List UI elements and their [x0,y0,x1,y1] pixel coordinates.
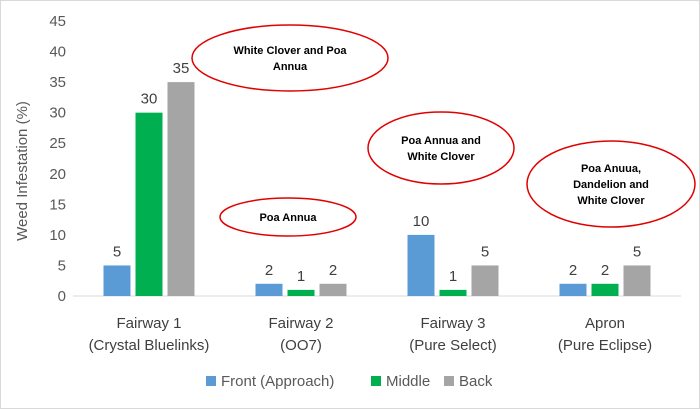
y-tick-label: 15 [49,196,66,213]
y-tick-label: 0 [58,288,66,305]
category-label: Fairway 1 [116,315,181,332]
data-label: 5 [633,243,641,260]
category-label: (OO7) [280,337,322,354]
annotation-text: White Clover [407,151,475,163]
legend-label: Back [459,373,493,390]
data-label: 2 [601,262,609,279]
bar [135,112,163,297]
bar [559,283,587,296]
data-label: 30 [141,91,158,108]
annotation-ellipse [191,24,389,92]
y-tick-label: 35 [49,74,66,91]
annotation-text: White Clover [577,195,645,207]
annotation-text: Annua [273,61,308,73]
bar [319,283,347,296]
y-axis-ticks: 0 5 10 15 20 25 30 35 40 45 [49,13,66,305]
data-label: 10 [413,213,430,230]
data-labels: 5 30 35 2 1 2 10 1 5 2 2 5 [113,60,641,285]
category-label: (Pure Eclipse) [558,337,652,354]
data-label: 35 [173,60,190,77]
y-tick-label: 5 [58,257,66,274]
annotation-text: Poa Annua [259,212,317,224]
annotation-ellipse [219,197,357,237]
bar [287,289,315,296]
bar [167,82,195,296]
data-label: 2 [265,262,273,279]
bar [471,265,499,296]
category-label: (Crystal Bluelinks) [89,337,210,354]
bar [255,283,283,296]
category-label: Fairway 3 [420,315,485,332]
y-tick-label: 30 [49,105,66,122]
y-tick-label: 10 [49,227,66,244]
category-label: Apron [585,315,625,332]
bar [103,265,131,296]
legend-swatch [371,376,381,386]
y-tick-label: 20 [49,166,66,183]
annotation-text: White Clover and Poa [233,45,347,57]
data-label: 5 [113,243,121,260]
bars [103,82,651,297]
bar [591,283,619,296]
annotation-ellipse [526,140,696,228]
annotation-text: Poa Anuua, [581,163,641,175]
annotation-text: Dandelion and [573,179,649,191]
legend-label: Middle [386,373,430,390]
y-tick-label: 45 [49,13,66,30]
category-label: (Pure Select) [409,337,497,354]
y-tick-label: 40 [49,44,66,61]
legend-swatch [206,376,216,386]
bar [439,289,467,296]
legend: Front (Approach) Middle Back [206,373,493,390]
legend-swatch [444,376,454,386]
category-label: Fairway 2 [268,315,333,332]
bar [623,265,651,296]
bar [407,234,435,296]
annotations: White Clover and Poa Annua Poa Annua Poa An… [191,24,696,237]
legend-label: Front (Approach) [221,373,334,390]
data-label: 5 [481,243,489,260]
y-axis-title: Weed Infestation (%) [14,101,31,241]
annotation-ellipse [367,111,515,185]
y-tick-label: 25 [49,135,66,152]
data-label: 2 [569,262,577,279]
category-labels: Fairway 1 (Crystal Bluelinks) Fairway 2 (OO… [89,315,653,354]
data-label: 2 [329,262,337,279]
annotation-text: Poa Annua and [401,135,481,147]
data-label: 1 [297,268,305,285]
data-label: 1 [449,268,457,285]
